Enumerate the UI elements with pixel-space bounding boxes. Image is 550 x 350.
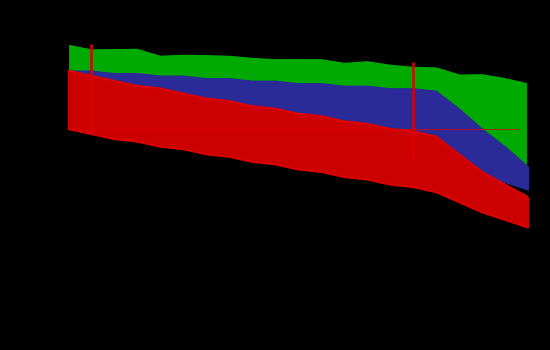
X-axis label: Time (minutes): Time (minutes)	[250, 322, 345, 335]
Y-axis label: % Initial Signal: % Initial Signal	[15, 107, 28, 201]
